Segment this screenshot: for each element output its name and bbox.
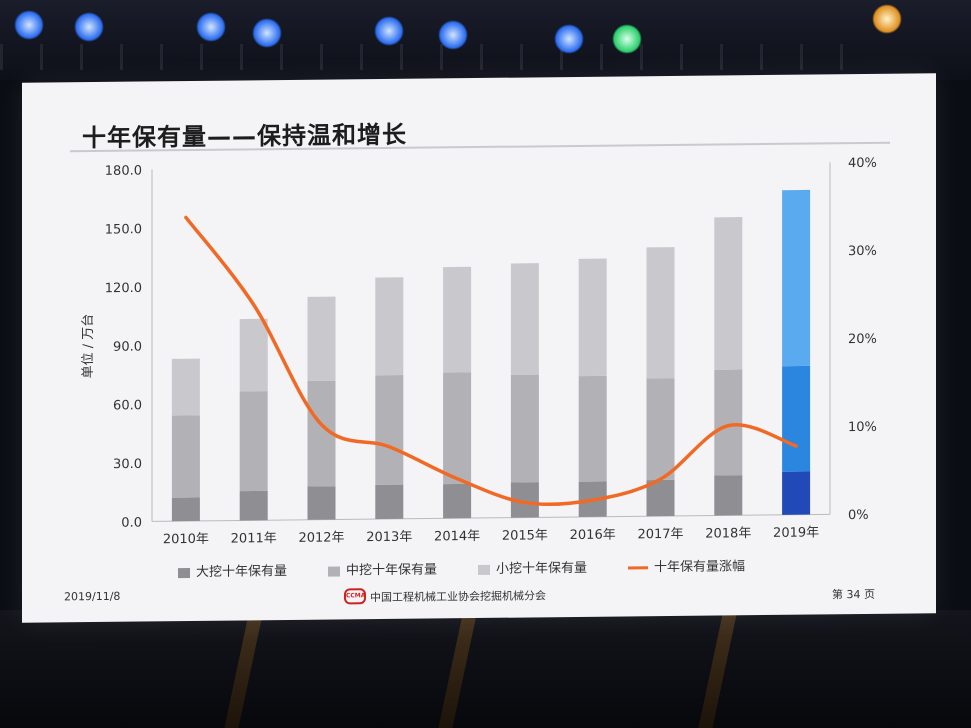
x-tick-label: 2018年: [705, 526, 751, 541]
legend-label-large: 大挖十年保有量: [196, 564, 288, 580]
bar-large: [239, 490, 268, 521]
stage-light: [252, 18, 282, 48]
x-tick-label: 2017年: [637, 527, 683, 542]
bar-small: [782, 189, 811, 367]
y-tick-label-right: 30%: [848, 244, 877, 259]
y-tick-label-left: 60.0: [113, 398, 142, 413]
slide-organization: 中国工程机械工业协会挖掘机械分会: [370, 589, 546, 605]
legend-swatch-large: [178, 567, 190, 578]
bar-medium: [578, 375, 607, 482]
bar-medium: [714, 369, 743, 476]
bar-large: [646, 479, 675, 517]
x-tick-label: 2015年: [502, 528, 548, 543]
x-tick-label: 2012年: [298, 530, 344, 545]
bar-medium: [443, 372, 472, 485]
x-tick-label: 2016年: [570, 528, 616, 543]
bar-small: [239, 318, 268, 392]
legend-swatch-medium: [328, 565, 340, 577]
legend-item-medium: 中挖十年保有量: [328, 558, 437, 578]
x-tick-label: 2014年: [434, 529, 480, 544]
legend-item-growth: 十年保有量涨幅: [628, 555, 745, 575]
bar-medium: [375, 375, 404, 485]
bar-medium: [510, 374, 539, 483]
bar-small: [443, 266, 472, 373]
x-tick-label: 2011年: [231, 531, 277, 546]
x-tick-label: 2013年: [366, 530, 412, 545]
growth-line: [184, 215, 798, 507]
bar-large: [782, 471, 811, 515]
y-tick-label-left: 0.0: [121, 516, 142, 531]
stage-light: [612, 24, 642, 54]
y-tick-label-left: 90.0: [113, 340, 142, 355]
y-tick-label-right: 0%: [848, 508, 869, 523]
bar-small: [307, 296, 336, 381]
stage-light: [374, 16, 404, 46]
bar-medium: [646, 378, 675, 481]
bar-small: [375, 277, 404, 376]
stage-light: [196, 12, 226, 42]
legend-label-growth: 十年保有量涨幅: [654, 559, 746, 576]
ccma-logo: CCMA: [344, 588, 366, 605]
bar-medium: [782, 365, 811, 472]
legend-item-small: 小挖十年保有量: [478, 557, 587, 577]
bar-medium: [239, 391, 268, 492]
y-tick-label-left: 30.0: [113, 457, 142, 472]
y-tick-label-left: 120.0: [105, 281, 142, 296]
bar-large: [443, 483, 472, 519]
bar-large: [510, 482, 539, 518]
legend-label-medium: 中挖十年保有量: [346, 562, 438, 579]
stage-light: [554, 24, 584, 54]
y-axis-title: 单位 / 万台: [81, 314, 96, 379]
stage-background: [0, 0, 971, 80]
slide-page-number: 第 34 页: [832, 587, 875, 602]
y-tick-label-left: 180.0: [105, 164, 142, 179]
y-tick-label-right: 20%: [848, 332, 877, 347]
legend-swatch-small: [478, 564, 490, 575]
bar-large: [171, 497, 200, 522]
bar-small: [646, 247, 675, 379]
bar-small: [578, 258, 607, 377]
slide-date: 2019/11/8: [64, 589, 121, 604]
legend-item-large: 大挖十年保有量: [178, 560, 287, 580]
stage-light: [438, 20, 468, 50]
bar-large: [714, 475, 743, 516]
y-tick-label-right: 40%: [848, 156, 877, 171]
legend-label-small: 小挖十年保有量: [496, 560, 588, 577]
bar-medium: [171, 415, 200, 498]
stage-light: [872, 4, 902, 34]
presentation-slide: 十年保有量——保持温和增长 180.0 150.0 120.0 90.0 60.0 30.…: [22, 73, 936, 623]
legend-swatch-growth: [628, 566, 648, 570]
bar-small: [510, 263, 539, 375]
stage-floor: [0, 610, 971, 728]
bar-small: [171, 358, 200, 416]
x-tick-label: 2019年: [773, 525, 819, 540]
stage-light: [14, 10, 44, 40]
y-tick-label-left: 150.0: [105, 222, 142, 237]
bar-small: [714, 217, 743, 370]
retention-chart: 180.0 150.0 120.0 90.0 60.0 30.0 0.0 40% 30% 20% 1…: [81, 156, 877, 547]
bar-medium: [307, 380, 336, 487]
stage-light: [74, 12, 104, 42]
stage-truss: [0, 44, 860, 70]
bar-large: [307, 486, 336, 520]
bar-large: [375, 484, 404, 520]
x-tick-label: 2010年: [163, 532, 209, 547]
y-tick-label-right: 10%: [848, 420, 877, 435]
